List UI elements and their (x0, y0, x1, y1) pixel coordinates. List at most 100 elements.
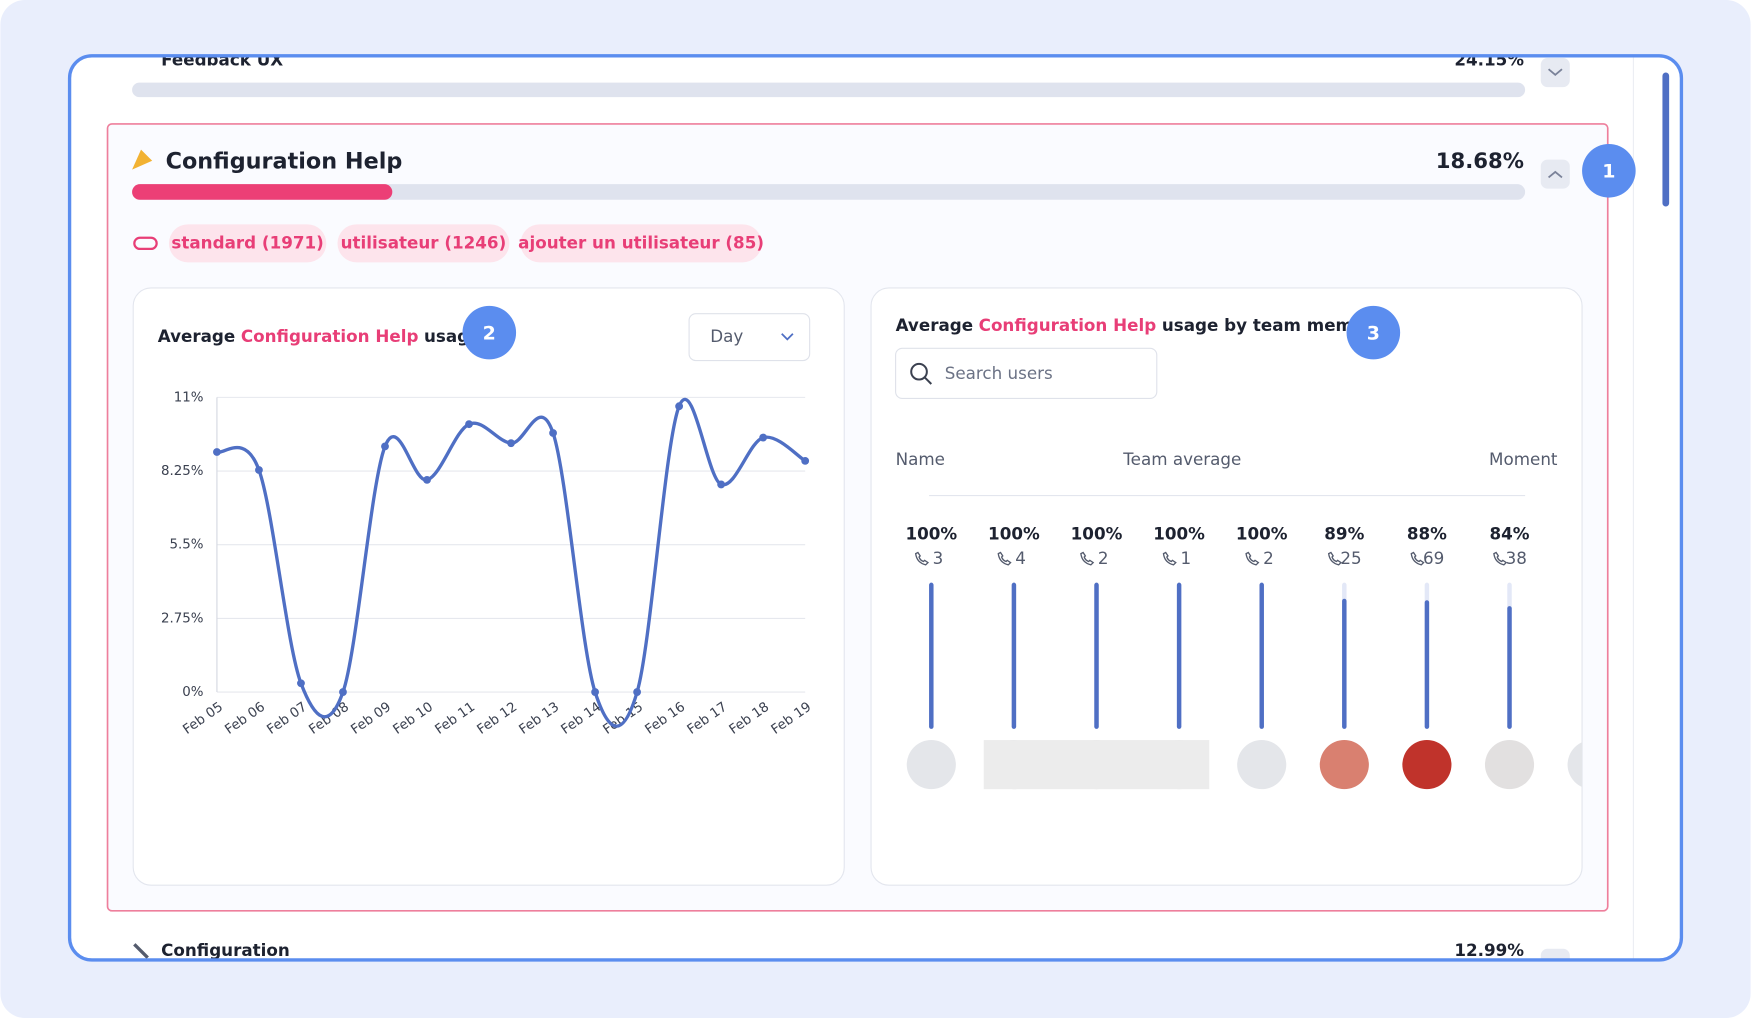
phone-icon (1162, 551, 1177, 566)
bar (929, 582, 934, 729)
avatar (906, 740, 956, 790)
wrench-icon (133, 943, 149, 959)
member-calls: 3 (933, 548, 944, 568)
point (423, 475, 431, 484)
member-calls: 69 (1423, 548, 1444, 568)
frame-border (67, 54, 1684, 962)
title-part: Average (158, 326, 236, 346)
member-score: 84% (1489, 524, 1529, 544)
step-badge-label: 3 (1367, 322, 1380, 344)
scroll-thumb[interactable] (1662, 72, 1670, 207)
member-calls: 25 (1340, 548, 1361, 568)
phone-icon (1327, 551, 1343, 566)
search-icon (910, 362, 928, 381)
tag-label: ajouter un utilisateur (85) (518, 232, 764, 252)
member-calls: 2 (1263, 548, 1274, 568)
tag-label: utilisateur (1246) (341, 232, 507, 252)
collapse-button[interactable] (1540, 159, 1570, 189)
member-calls: 4 (1015, 548, 1026, 568)
chevron (1548, 170, 1563, 179)
search-icon (923, 376, 933, 385)
phone-icon (1493, 551, 1508, 566)
section-title: Configuration Help (166, 148, 403, 174)
point (801, 456, 810, 465)
party-icon (132, 149, 153, 170)
avatar-blur (983, 740, 1210, 790)
title-part: Configuration Help (241, 326, 419, 346)
point (339, 688, 347, 696)
step-badge (462, 305, 517, 360)
bar (1011, 582, 1017, 729)
title-part: usage by team member (1162, 315, 1385, 335)
avatar (1567, 740, 1583, 790)
bar (1342, 598, 1347, 729)
avatar (1237, 740, 1287, 790)
section-title: Feedback UX (161, 49, 283, 69)
title-part: Configuration Help (979, 315, 1157, 335)
section-title: Configuration (161, 940, 290, 960)
y-tick-label: 0% (182, 685, 203, 700)
step-badge (1346, 305, 1401, 360)
phone-icon (1080, 551, 1095, 566)
member-score: 100% (988, 524, 1040, 544)
column-header: Name (896, 449, 945, 469)
chevron (1548, 68, 1563, 76)
point (759, 433, 768, 442)
y-tick-label: 2.75% (161, 611, 204, 626)
member-score: 88% (1407, 524, 1447, 544)
progress-fill (132, 184, 393, 200)
line-series (216, 397, 807, 728)
avatar (1319, 740, 1369, 790)
member-score: 100% (1153, 524, 1205, 544)
point (507, 439, 515, 448)
search-placeholder: Search users (945, 363, 1053, 383)
phone-icon (1410, 551, 1425, 566)
tag[interactable] (520, 224, 762, 263)
y-tick-label: 5.5% (170, 538, 204, 553)
bar (1176, 582, 1182, 729)
chevron (781, 333, 794, 341)
point (591, 688, 599, 696)
member-score: 100% (1236, 524, 1288, 544)
expand-button[interactable] (1540, 948, 1570, 978)
search-box[interactable] (895, 347, 1158, 400)
point (213, 448, 221, 456)
members: 100% 3 100% 4 100% 2 100% 1 100% 2 89% 25 88% 69 84% 38 (905, 524, 1583, 790)
step-badge-label: 2 (483, 322, 496, 344)
panel (132, 287, 845, 886)
y-tick-label: 8.25% (161, 464, 204, 479)
member-score: 89% (1324, 524, 1364, 544)
point (297, 679, 305, 688)
progress-track (132, 82, 1526, 98)
avatar (1484, 740, 1535, 790)
step-badge-label: 1 (1602, 160, 1615, 182)
period-select[interactable] (688, 313, 811, 362)
expand-button[interactable] (1540, 58, 1570, 88)
panel-title: Average Configuration Help usage (158, 326, 481, 346)
point (549, 429, 557, 437)
point (255, 466, 263, 474)
content: Feedback UX 24.15% Configuration Help 18.68… (106, 49, 1670, 978)
title-part: Average (896, 315, 974, 335)
section-percent: 18.68% (1436, 148, 1524, 173)
phone-icon (997, 551, 1012, 566)
member-score: 100% (905, 524, 957, 544)
point (381, 442, 389, 451)
bar (1259, 582, 1264, 729)
phone-icon (914, 551, 930, 566)
y-tick-label: 11% (174, 390, 204, 405)
point (465, 420, 473, 429)
step-badge (1582, 143, 1636, 198)
panel (870, 287, 1583, 886)
column-header: Moment (1489, 449, 1558, 469)
bar (1424, 600, 1430, 729)
tag[interactable] (337, 224, 510, 263)
point (717, 480, 726, 489)
member-calls: 1 (1180, 548, 1191, 568)
progress-track (132, 184, 1526, 200)
tag[interactable] (168, 224, 327, 263)
bar (1094, 582, 1099, 729)
tag-icon (133, 236, 158, 251)
column-header: Team average (1122, 449, 1241, 469)
